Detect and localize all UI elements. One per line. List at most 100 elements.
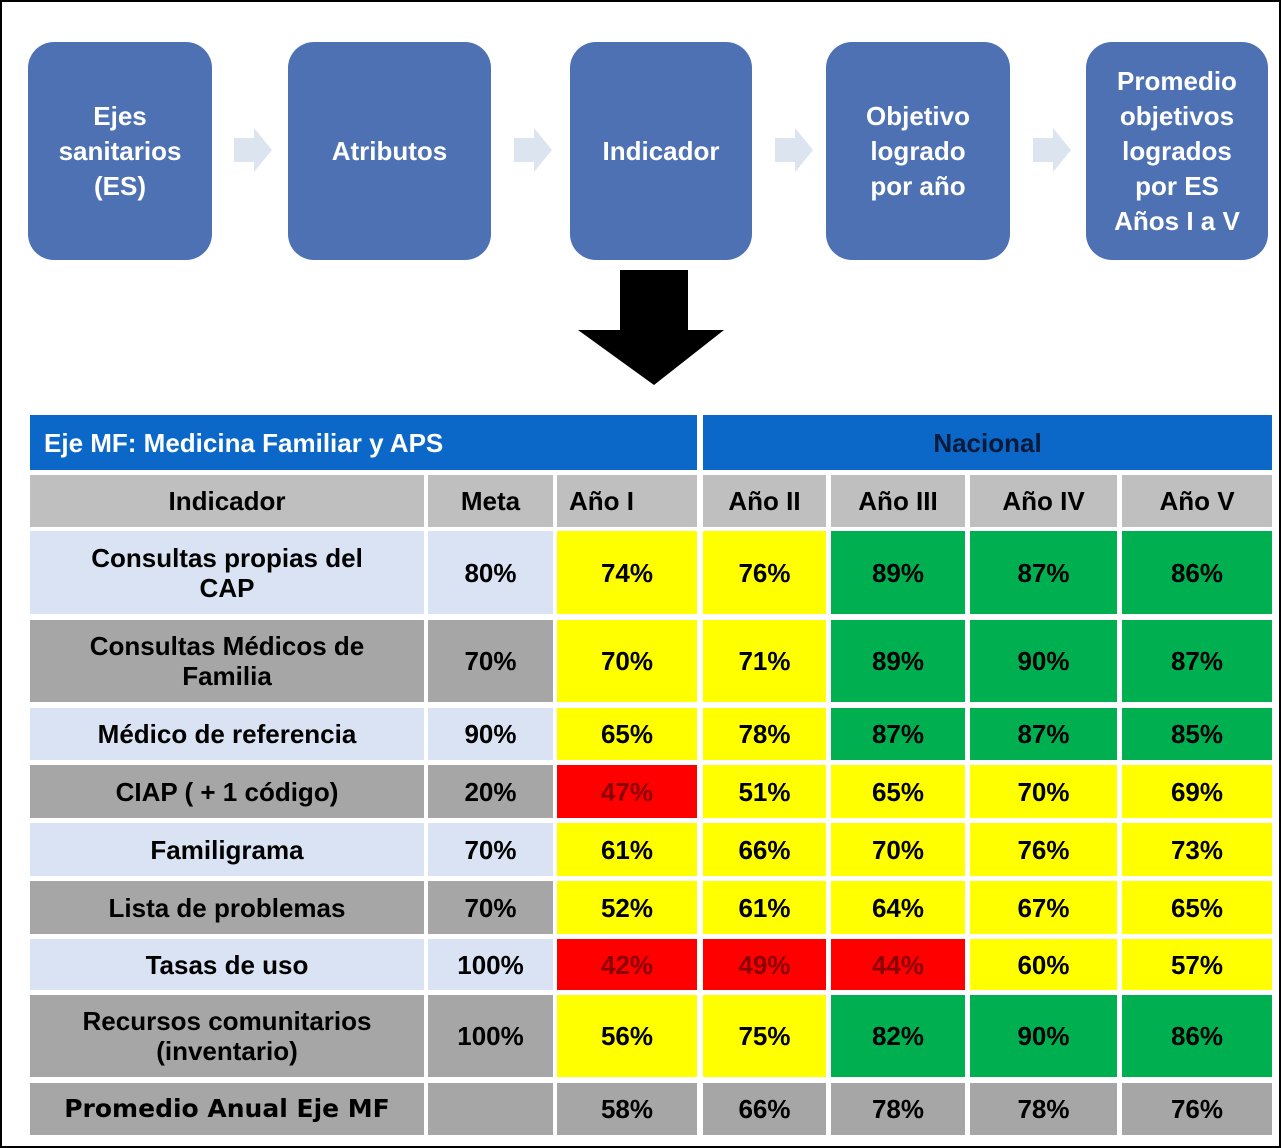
value-cell: 87% xyxy=(970,708,1117,760)
flow-arrow xyxy=(1033,128,1071,172)
value-cell: 90% xyxy=(970,620,1117,702)
table-title: Eje MF: Medicina Familiar y APS xyxy=(30,415,697,470)
flow-step: Atributos xyxy=(288,42,491,260)
value-cell: 60% xyxy=(970,939,1117,990)
average-label: Promedio Anual Eje MF xyxy=(30,1083,424,1135)
text-line: Objetivo xyxy=(865,100,970,131)
text-line: 66% xyxy=(738,834,791,865)
value-cell: 87% xyxy=(970,531,1117,614)
text-line: 85% xyxy=(1170,719,1224,749)
text-line: Año V xyxy=(1159,486,1235,516)
flow-step: Ejes sanitarios (ES) xyxy=(28,42,212,260)
column-header: Año IV xyxy=(970,475,1117,527)
average-value: 76% xyxy=(1122,1083,1272,1135)
value-cell: 71% xyxy=(703,620,826,702)
text-line: 78% xyxy=(1017,1094,1070,1124)
text-line: Familia xyxy=(182,661,272,691)
text-line: 90% xyxy=(464,719,517,749)
value-cell: 85% xyxy=(1122,708,1272,760)
row-label: Recursos comunitarios (inventario) xyxy=(30,995,424,1077)
text-line: 47% xyxy=(600,776,654,807)
value-cell: 57% xyxy=(1122,939,1272,990)
text-line: 69% xyxy=(1170,776,1224,807)
value-cell: 70% xyxy=(831,823,965,876)
text-line: 80% xyxy=(464,557,517,588)
text-line: 75% xyxy=(738,1021,791,1051)
text-line: 87% xyxy=(1017,557,1070,588)
value-cell: 51% xyxy=(703,765,826,818)
text-line: objetivos xyxy=(1119,100,1235,131)
flow-step: Promedio objetivos logrados por ES Años I a … xyxy=(1086,42,1268,260)
value-cell: 69% xyxy=(1122,765,1272,818)
text-line: 42% xyxy=(600,949,654,980)
text-line: Año III xyxy=(858,486,938,516)
text-line: CAP xyxy=(199,572,255,603)
row-label: Lista de problemas xyxy=(30,881,424,934)
column-header: Año I xyxy=(557,475,697,527)
value-cell: 89% xyxy=(831,620,965,702)
average-value: 58% xyxy=(557,1083,697,1135)
value-cell: 49% xyxy=(703,939,826,990)
value-cell: 90% xyxy=(970,995,1117,1077)
value-cell: 61% xyxy=(703,881,826,934)
flow-arrow xyxy=(514,128,552,172)
text-line: 70% xyxy=(464,834,517,865)
text-line: 89% xyxy=(871,646,925,676)
text-line: 86% xyxy=(1170,557,1224,588)
text-line: Tasas de uso xyxy=(145,949,309,980)
text-line: 90% xyxy=(1017,1021,1070,1051)
text-line: 76% xyxy=(738,557,791,588)
text-line: 82% xyxy=(871,1021,925,1051)
text-line: Promedio xyxy=(1117,65,1237,96)
meta-cell: 80% xyxy=(428,531,553,614)
text-line: Ejes xyxy=(93,100,147,131)
text-line: 65% xyxy=(871,776,925,807)
flow-step: Indicador xyxy=(570,42,752,260)
text-line: 44% xyxy=(871,949,925,980)
text-line: Recursos comunitarios xyxy=(82,1006,372,1036)
text-line: 76% xyxy=(1170,1094,1224,1124)
meta-cell: 100% xyxy=(428,939,553,990)
text-line: Atributos xyxy=(331,135,448,166)
text-line: Indicador xyxy=(168,486,286,516)
text-line: 89% xyxy=(871,557,925,588)
value-cell: 65% xyxy=(831,765,965,818)
text-line: 100% xyxy=(457,1021,524,1051)
text-line: 66% xyxy=(738,1094,791,1124)
meta-cell: 90% xyxy=(428,708,553,760)
row-label: CIAP ( + 1 código) xyxy=(30,765,424,818)
meta-cell: 70% xyxy=(428,620,553,702)
text-line: 76% xyxy=(1017,834,1070,865)
text-line: 61% xyxy=(600,834,654,865)
value-cell: 89% xyxy=(831,531,965,614)
text-line: 52% xyxy=(600,892,654,923)
text-line: 65% xyxy=(600,719,654,749)
value-cell: 67% xyxy=(970,881,1117,934)
text-line: Lista de problemas xyxy=(108,892,346,923)
value-cell: 66% xyxy=(703,823,826,876)
down-arrow xyxy=(578,270,724,385)
meta-cell: 100% xyxy=(428,995,553,1077)
text-line: 78% xyxy=(738,719,791,749)
value-cell: 82% xyxy=(831,995,965,1077)
flow-arrow xyxy=(775,128,813,172)
text-line: 64% xyxy=(871,892,925,923)
value-cell: 87% xyxy=(831,708,965,760)
text-line: CIAP ( + 1 código) xyxy=(115,776,339,807)
text-line: 70% xyxy=(464,646,517,676)
text-line: 78% xyxy=(871,1094,925,1124)
text-line: 87% xyxy=(1170,646,1224,676)
column-header: Meta xyxy=(428,475,553,527)
value-cell: 52% xyxy=(557,881,697,934)
text-line: 87% xyxy=(1017,719,1070,749)
value-cell: 87% xyxy=(1122,620,1272,702)
flow-arrow xyxy=(234,128,272,172)
value-cell: 78% xyxy=(703,708,826,760)
text-line: Año IV xyxy=(1002,486,1085,516)
text-line: sanitarios xyxy=(58,135,182,166)
text-line: Nacional xyxy=(933,427,1042,458)
row-label: Familigrama xyxy=(30,823,424,876)
value-cell: 44% xyxy=(831,939,965,990)
text-line: Consultas Médicos de xyxy=(89,631,365,661)
